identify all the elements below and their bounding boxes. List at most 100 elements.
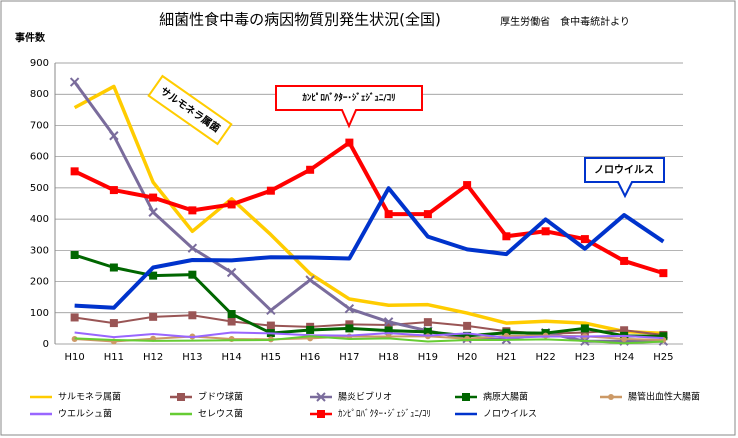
x-tick-label: H14 xyxy=(222,352,242,363)
x-tick-label: H10 xyxy=(65,352,85,363)
marker xyxy=(266,305,276,315)
x-tick-label: H24 xyxy=(614,352,634,363)
marker xyxy=(384,210,393,219)
series-line xyxy=(73,84,664,336)
y-tick-label: 100 xyxy=(30,308,49,319)
marker xyxy=(541,227,550,236)
marker xyxy=(177,393,185,401)
marker xyxy=(188,270,197,279)
annotation-box xyxy=(147,74,233,146)
y-tick-label: 700 xyxy=(30,120,49,131)
series-line xyxy=(74,253,664,338)
marker xyxy=(502,328,511,337)
marker xyxy=(109,186,118,195)
y-tick-label: 900 xyxy=(30,58,49,69)
marker xyxy=(384,326,393,335)
marker xyxy=(608,394,614,400)
marker xyxy=(345,324,354,333)
annotation-box xyxy=(584,157,665,199)
annotation-text: ノロウイルス xyxy=(594,164,654,176)
marker xyxy=(423,327,432,336)
series-line xyxy=(74,314,664,336)
y-tick-label: 200 xyxy=(30,277,49,288)
x-tick-label: H20 xyxy=(457,352,477,363)
marker xyxy=(109,319,118,328)
marker xyxy=(149,193,158,202)
legend-label: セレウス菌 xyxy=(198,408,243,420)
x-tick-label: H13 xyxy=(182,352,202,363)
marker xyxy=(384,320,393,329)
marker xyxy=(317,410,325,418)
legend-label: 腸管出血性大腸菌 xyxy=(628,391,700,403)
marker xyxy=(306,165,315,174)
marker xyxy=(188,206,197,215)
marker xyxy=(70,251,79,260)
y-axis-label: 事件数 xyxy=(15,31,46,44)
marker xyxy=(345,320,354,329)
marker xyxy=(226,267,237,278)
marker xyxy=(423,318,432,327)
series-line xyxy=(74,186,665,310)
chart-subtitle: 厚生労働省 食中毒統計より xyxy=(500,15,630,28)
marker xyxy=(187,243,198,253)
marker xyxy=(188,311,197,320)
marker xyxy=(227,317,236,326)
marker xyxy=(580,324,589,333)
marker xyxy=(463,321,472,330)
legend-label: ノロウイルス xyxy=(483,409,537,420)
x-tick-label: H17 xyxy=(339,352,359,363)
marker xyxy=(70,313,79,322)
x-tick-label: H11 xyxy=(104,352,124,363)
marker xyxy=(423,210,432,219)
x-tick-label: H18 xyxy=(379,352,399,363)
marker xyxy=(659,269,668,278)
marker xyxy=(383,317,394,327)
y-tick-label: 600 xyxy=(30,152,49,163)
marker xyxy=(659,332,668,341)
legend-label: 病原大腸菌 xyxy=(483,391,528,403)
marker xyxy=(462,393,470,401)
marker xyxy=(345,138,354,147)
marker xyxy=(344,304,355,314)
marker xyxy=(149,271,158,280)
x-tick-label: H22 xyxy=(536,352,556,363)
chart-title: 細菌性食中毒の病因物質別発生状況(全国) xyxy=(159,11,441,29)
x-tick-label: H16 xyxy=(300,352,320,363)
x-tick-label: H23 xyxy=(575,352,595,363)
legend-label: ウエルシュ菌 xyxy=(58,408,112,420)
marker xyxy=(69,77,80,87)
x-tick-label: H15 xyxy=(261,352,281,363)
marker xyxy=(306,325,315,334)
x-tick-label: H21 xyxy=(496,352,516,363)
y-tick-label: 0 xyxy=(43,339,49,350)
x-tick-label: H19 xyxy=(418,352,438,363)
marker xyxy=(70,167,79,176)
marker xyxy=(502,232,511,241)
legend-label: サルモネラ属菌 xyxy=(58,391,121,403)
x-tick-label: H25 xyxy=(653,352,673,363)
y-tick-label: 400 xyxy=(30,214,49,225)
x-tick-label: H12 xyxy=(143,352,163,363)
marker xyxy=(109,131,119,141)
marker xyxy=(305,275,315,285)
y-tick-label: 300 xyxy=(30,245,49,256)
series-line xyxy=(74,335,664,345)
marker xyxy=(580,328,589,337)
marker xyxy=(463,181,472,190)
marker xyxy=(266,186,275,195)
marker xyxy=(316,392,326,402)
legend-label: 腸炎ビブリオ xyxy=(338,391,392,403)
marker xyxy=(266,321,275,330)
series-line xyxy=(74,331,664,340)
marker xyxy=(620,326,629,335)
marker xyxy=(227,200,236,209)
marker xyxy=(227,310,236,319)
marker xyxy=(620,256,629,265)
marker xyxy=(148,207,158,217)
annotation-box xyxy=(275,85,423,129)
legend-label: ｶﾝﾋﾟﾛﾊﾞｸﾀｰ･ｼﾞｪｼﾞｭﾆ/ｺﾘ xyxy=(338,409,431,420)
y-tick-label: 500 xyxy=(30,183,49,194)
marker xyxy=(109,263,118,272)
